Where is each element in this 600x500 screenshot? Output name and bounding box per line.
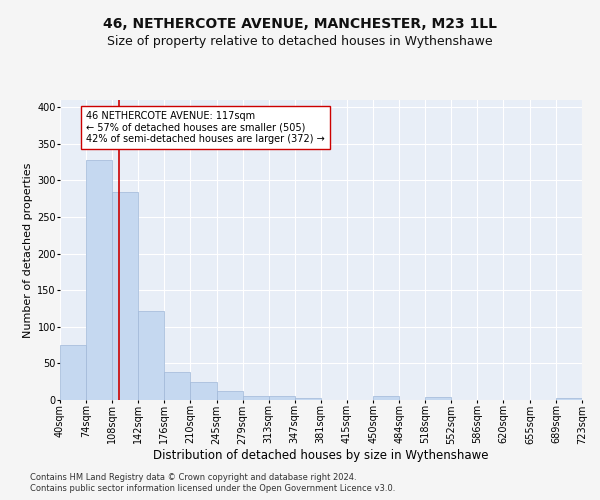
Bar [373, 396, 400, 400]
Bar [242, 396, 269, 400]
Bar [269, 396, 295, 400]
Bar [190, 382, 217, 400]
Y-axis label: Number of detached properties: Number of detached properties [23, 162, 33, 338]
Bar [86, 160, 112, 400]
Bar [556, 398, 582, 400]
Text: 46 NETHERCOTE AVENUE: 117sqm
← 57% of detached houses are smaller (505)
42% of s: 46 NETHERCOTE AVENUE: 117sqm ← 57% of de… [86, 111, 325, 144]
Text: Size of property relative to detached houses in Wythenshawe: Size of property relative to detached ho… [107, 35, 493, 48]
Bar [295, 398, 320, 400]
Bar [164, 372, 190, 400]
Text: 46, NETHERCOTE AVENUE, MANCHESTER, M23 1LL: 46, NETHERCOTE AVENUE, MANCHESTER, M23 1… [103, 18, 497, 32]
Bar [112, 192, 138, 400]
Bar [425, 397, 451, 400]
Bar [138, 310, 164, 400]
X-axis label: Distribution of detached houses by size in Wythenshawe: Distribution of detached houses by size … [153, 449, 489, 462]
Text: Contains HM Land Registry data © Crown copyright and database right 2024.: Contains HM Land Registry data © Crown c… [30, 472, 356, 482]
Bar [60, 345, 86, 400]
Text: Contains public sector information licensed under the Open Government Licence v3: Contains public sector information licen… [30, 484, 395, 493]
Bar [217, 391, 242, 400]
